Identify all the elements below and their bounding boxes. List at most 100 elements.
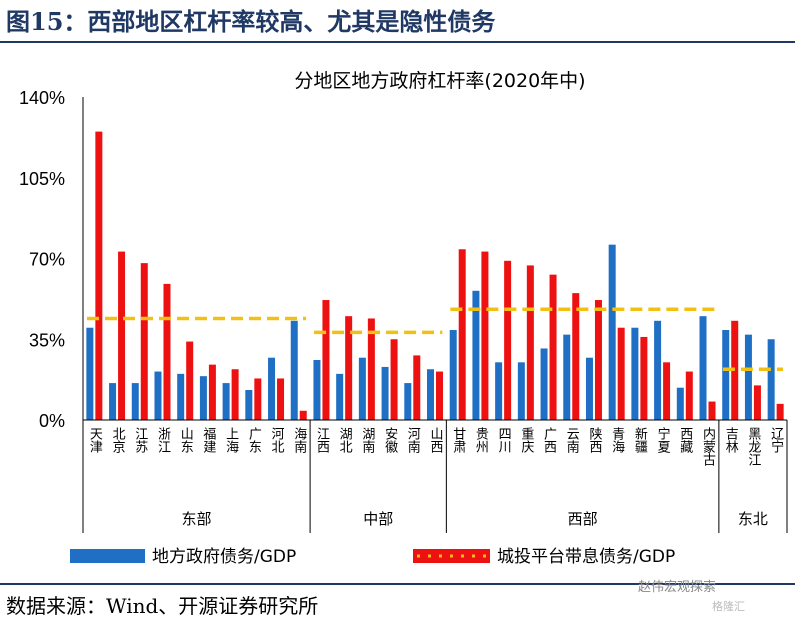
bar-government-debt [631,327,639,420]
category-label: 广西 [541,427,557,453]
category-label: 辽宁 [768,427,784,453]
bar-lgfv-debt [776,403,784,420]
category-label: 上海 [223,427,239,453]
legend-label-government-debt: 地方政府债务/GDP [152,547,296,567]
bar-lgfv-debt [549,274,557,420]
source-note: 数据来源：Wind、开源证券研究所 [6,594,319,618]
bar-lgfv-debt [95,131,103,420]
bar-lgfv-debt [277,378,285,420]
category-label: 天津 [87,427,103,453]
bar-lgfv-debt [663,362,671,420]
bar-lgfv-debt [640,336,648,420]
bar-government-debt [199,376,207,420]
category-label: 安徽 [382,427,398,453]
bar-government-debt [177,373,185,420]
y-tick-label: 140% [19,88,65,108]
bar-government-debt [767,339,775,420]
bar-government-debt [608,244,616,420]
bar-government-debt [245,390,253,420]
bar-lgfv-debt [436,371,443,420]
top-rule [0,41,795,43]
legend-label-lgfv-debt: 城投平台带息债务/GDP [497,547,675,567]
bar-lgfv-debt [163,283,171,420]
region-label: 西部 [568,510,598,528]
bar-lgfv-debt [118,251,126,420]
category-label: 云南 [564,427,580,453]
category-label: 内蒙古 [700,426,716,466]
category-label: 陕西 [586,427,602,453]
category-label: 福建 [200,427,216,454]
bar-lgfv-debt [458,249,466,420]
category-label: 江西 [314,427,330,453]
bar-government-debt [540,348,548,420]
category-label: 浙江 [155,427,171,453]
category-label: 河南 [405,427,421,453]
bar-lgfv-debt [708,401,716,420]
category-label: 海南 [291,427,307,453]
y-tick-label: 105% [19,169,65,189]
bar-lgfv-debt [481,251,489,420]
category-label: 广东 [246,427,261,453]
category-label: 贵州 [473,427,489,453]
bar-lgfv-debt [594,300,602,420]
category-label: 甘肃 [450,427,466,453]
category-label: 黑龙江 [745,427,761,466]
y-tick-label: 35% [29,330,65,350]
category-label: 山西 [428,427,444,453]
category-label: 山东 [178,427,194,453]
bar-lgfv-debt [390,339,398,420]
bar-lgfv-debt [231,369,239,420]
bar-lgfv-debt [526,265,534,420]
bar-lgfv-debt [254,378,262,420]
legend-swatch-government-debt [70,549,145,563]
bar-lgfv-debt [504,260,512,420]
category-label: 湖北 [337,427,353,454]
category-label: 西藏 [677,427,693,453]
bar-government-debt [699,316,707,420]
bar-government-debt [313,360,321,420]
bar-government-debt [381,366,389,420]
category-label: 青海 [609,427,625,453]
figure-title: 图15：西部地区杠杆率较高、尤其是隐性债务 [6,7,496,36]
bar-lgfv-debt [367,318,375,420]
bottom-rule [0,583,795,585]
bar-government-debt [290,320,298,420]
bar-government-debt [358,357,366,420]
bar-government-debt [154,371,162,420]
bar-lgfv-debt [299,410,307,420]
bar-lgfv-debt [413,355,421,420]
region-label: 东北 [738,510,768,528]
bar-government-debt [517,362,525,420]
bar-government-debt [563,334,571,420]
bar-government-debt [222,383,230,420]
bar-lgfv-debt [617,327,625,420]
y-tick-label: 0% [39,411,65,431]
bar-government-debt [585,357,593,420]
bar-government-debt [744,334,752,420]
bar-government-debt [86,327,94,420]
bar-government-debt [427,369,434,420]
chart-title: 分地区地方政府杠杆率(2020年中) [294,70,585,92]
bar-government-debt [109,383,117,420]
category-label: 江苏 [132,427,148,453]
category-label: 吉林 [723,427,739,453]
bar-lgfv-debt [208,364,216,420]
watermark: 赵伟宏观探索 [638,580,717,595]
bar-lgfv-debt [322,300,330,420]
bar-government-debt [676,387,684,420]
category-label: 北京 [110,427,126,453]
bar-government-debt [472,290,480,420]
category-label: 湖南 [359,427,375,453]
watermark-secondary: 格隆汇 [712,600,745,613]
bar-government-debt [495,362,503,420]
category-label: 河北 [269,427,285,454]
bar-government-debt [336,373,344,420]
category-label: 宁夏 [655,426,671,453]
bar-lgfv-debt [140,263,148,420]
region-label: 东部 [182,510,212,528]
bar-government-debt [449,330,457,420]
category-label: 新疆 [632,426,648,453]
category-label: 重庆 [518,426,534,453]
bar-government-debt [654,320,662,420]
